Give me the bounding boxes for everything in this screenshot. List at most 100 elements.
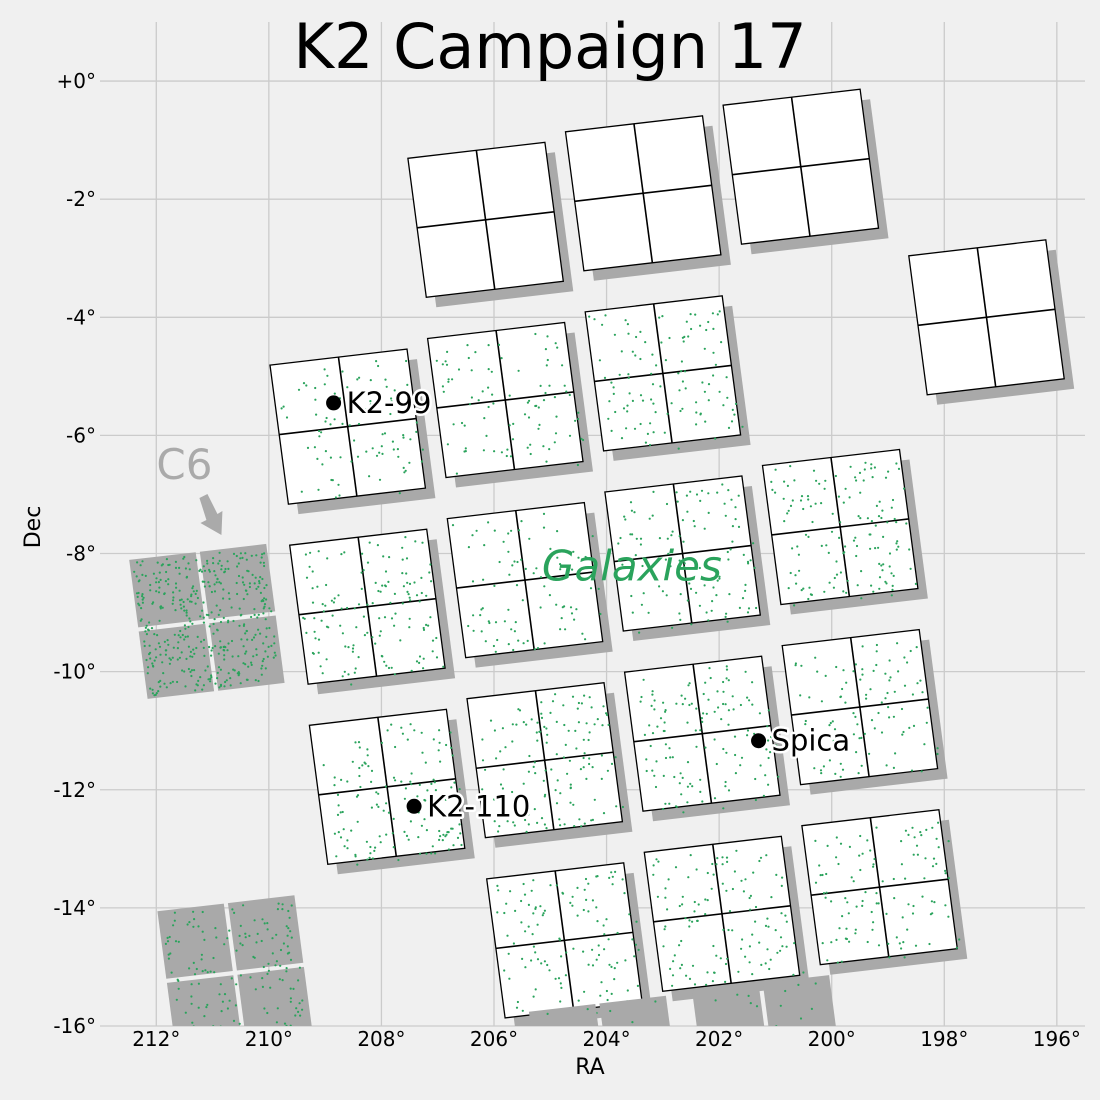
target-dot	[840, 960, 843, 963]
target-dot	[227, 567, 230, 571]
target-dot	[789, 465, 792, 468]
target-dot	[201, 688, 204, 691]
target-dot	[695, 423, 698, 426]
target-dot	[725, 668, 729, 671]
target-dot	[666, 908, 669, 911]
target-dot	[774, 929, 777, 932]
target-dot	[561, 364, 564, 367]
target-dot	[651, 732, 655, 735]
target-dot	[228, 929, 231, 932]
target-dot	[217, 652, 220, 655]
target-dot	[865, 697, 868, 700]
target-dot	[605, 712, 608, 715]
target-dot	[767, 709, 770, 712]
target-dot	[219, 582, 222, 585]
target-dot	[916, 682, 919, 685]
target-dot	[288, 951, 291, 954]
target-dot	[458, 823, 461, 826]
target-dot	[578, 818, 581, 821]
target-dot	[600, 981, 603, 984]
target-dot	[532, 879, 535, 882]
target-dot	[420, 460, 423, 463]
target-dot	[404, 469, 407, 472]
target-dot	[482, 449, 485, 452]
target-dot	[860, 764, 863, 767]
target-dot	[468, 403, 472, 406]
target-dot	[577, 417, 580, 421]
target-dot	[551, 700, 555, 703]
target-dot	[651, 690, 654, 693]
target-dot	[534, 332, 537, 336]
target-dot	[660, 341, 663, 344]
target-dot	[167, 578, 170, 581]
target-dot	[630, 509, 634, 512]
target-dot	[591, 899, 595, 902]
ccd-module-m11	[761, 448, 928, 615]
target-dot	[235, 554, 238, 558]
target-dot	[803, 1091, 805, 1093]
target-dot	[526, 401, 530, 404]
target-dot	[908, 726, 911, 730]
target-dot	[374, 581, 377, 585]
target-dot	[834, 772, 837, 776]
target-dot	[721, 856, 724, 859]
target-dot	[381, 584, 384, 587]
target-dot	[634, 354, 637, 357]
target-dot	[240, 613, 243, 616]
target-dot	[785, 945, 788, 948]
target-dot	[583, 822, 586, 825]
target-dot	[626, 989, 629, 992]
target-dot	[271, 952, 274, 955]
target-dot	[151, 692, 154, 695]
target-dot	[739, 703, 743, 707]
target-dot	[812, 726, 815, 729]
target-dot	[855, 554, 858, 558]
target-dot	[542, 512, 546, 516]
target-dot	[493, 729, 496, 732]
target-dot	[406, 581, 409, 584]
target-dot	[747, 607, 751, 610]
target-dot	[517, 708, 520, 711]
target-dot	[246, 638, 249, 641]
target-dot	[631, 1021, 634, 1024]
target-dot	[718, 577, 721, 580]
target-dot	[207, 614, 210, 617]
target-dot	[447, 831, 450, 834]
target-dot	[248, 582, 251, 585]
target-dot	[290, 936, 293, 939]
target-dot	[280, 407, 283, 410]
target-dot	[333, 832, 336, 835]
target-dot	[820, 502, 823, 505]
target-dot	[417, 836, 420, 839]
target-dot	[261, 660, 264, 663]
target-dot	[525, 723, 528, 726]
target-dot	[158, 586, 161, 589]
target-dot	[418, 655, 422, 658]
target-dot	[868, 752, 871, 755]
target-dot	[169, 952, 172, 955]
target-dot	[565, 951, 568, 954]
target-dot	[779, 949, 782, 952]
target-dot	[488, 621, 491, 625]
target-dot	[607, 723, 610, 727]
target-dot	[223, 658, 226, 661]
target-dot	[716, 313, 719, 316]
target-dot	[545, 827, 548, 830]
target-dot	[407, 593, 410, 596]
target-dot	[955, 946, 959, 950]
target-dot	[494, 650, 497, 653]
target-dot	[346, 386, 349, 389]
target-dot	[543, 823, 547, 826]
target-dot	[690, 327, 693, 331]
target-dot	[648, 724, 651, 727]
target-dot	[833, 576, 836, 580]
target-dot	[253, 613, 256, 617]
target-dot	[171, 602, 174, 605]
target-dot	[375, 454, 379, 457]
target-dot	[564, 628, 567, 631]
target-dot	[583, 694, 586, 697]
target-dot	[655, 858, 658, 861]
target-dot	[323, 368, 326, 371]
target-dot	[770, 735, 773, 739]
target-dot	[250, 661, 253, 664]
